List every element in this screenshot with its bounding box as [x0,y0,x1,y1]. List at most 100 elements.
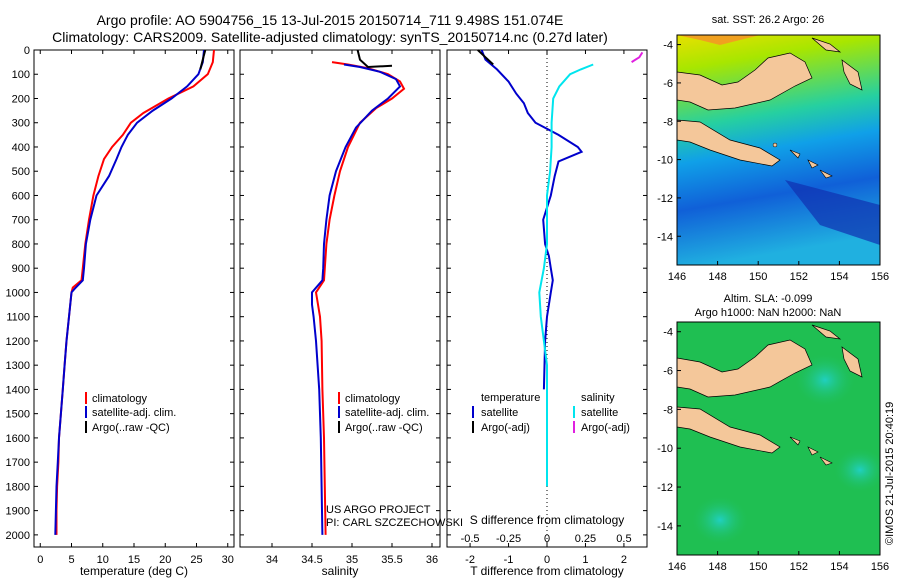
sst-map-frame [676,34,881,266]
ytick-label: 100 [12,69,30,81]
xtick-label: 2 [621,554,627,566]
xtick-label: 15 [128,554,140,566]
island-north [811,37,842,53]
series-line-satellite-adj-clim- [311,63,402,535]
pi-annotation: PI: CARL SZCZECHOWSKI [326,517,463,529]
temperature-axes-frame [33,49,235,548]
ytick-label: 300 [12,118,30,130]
ytick-label: 500 [12,166,30,178]
map-ytick-label: -6 [663,78,673,90]
xtick-label: 5 [68,554,74,566]
map-xtick-label: 156 [871,271,889,283]
small-islands [789,149,833,179]
map-ytick-label: -8 [663,404,673,416]
salinity-xlabel: salinity [322,564,359,578]
ytick-label: 2000 [6,530,30,542]
map-xtick-label: 146 [668,271,686,283]
series-line-satellite-adj-clim- [54,49,205,535]
series-line-temperature-argo-adj- [477,49,494,66]
ytick-label: 1600 [6,433,30,445]
map-ytick-label: -10 [657,443,673,455]
xtick-label: 35.5 [381,554,402,566]
salinity-legend: climatology satellite-adj. clim. Argo(..… [338,392,429,434]
xtick-label: 34.5 [301,554,322,566]
sla-anomaly-blob [834,448,880,492]
stick-label: 0.25 [575,533,596,545]
temperature-xlabel: temperature (deg C) [80,564,188,578]
map-ytick-label: -14 [657,521,673,533]
legend-label-climatology: climatology [345,393,401,405]
series-line-salinity-argo-adj- [631,51,644,63]
project-annotation: US ARGO PROJECT [326,504,431,516]
xtick-label: 30 [222,554,234,566]
stick-label: 0.5 [616,533,631,545]
new-guinea-landmass [677,52,813,111]
xtick-label: 0 [544,554,550,566]
salinity-panel: 34 34.5 35 35.5 36 salinity climatology sate… [239,49,463,578]
ytick-label: 900 [12,263,30,275]
figure-title-line2: Climatology: CARS2009. Satellite-adjuste… [52,29,608,45]
sla-anomaly-blob [795,354,855,406]
ytick-label: 1800 [6,481,30,493]
xtick-label: 0 [37,554,43,566]
sla-map-overlays [677,324,880,544]
legend-label-t-satellite: satellite [481,407,518,419]
ytick-label: 600 [12,190,30,202]
series-line-argo-raw-qc- [356,49,393,69]
map-ytick-label: -12 [657,482,673,494]
map-xtick-label: 152 [790,271,808,283]
difference-lines [477,49,644,487]
papuan-peninsula [677,119,781,167]
difference-xlabel: T difference from climatology [470,564,624,578]
new-guinea-landmass [677,339,813,398]
map-ytick-label: -10 [657,155,673,167]
xtick-label: -1 [504,554,514,566]
xtick-label: -2 [465,554,475,566]
map-xtick-label: 146 [668,561,686,573]
ytick-label: 1100 [6,312,30,324]
ytick-label: 400 [12,142,30,154]
legend-label-s-satellite: satellite [581,407,618,419]
ytick-label: 1400 [6,384,30,396]
sst-map-ticks: 146 148 150 152 154 156 -4 -6 -8 -10 -12 -14 [657,40,889,283]
xtick-label: 10 [97,554,109,566]
sla-anomaly-blob [692,496,748,544]
ytick-label: 1900 [6,506,30,518]
ytick-label: 1000 [6,287,30,299]
xtick-label: 20 [159,554,171,566]
ytick-label: 1700 [6,457,30,469]
island-east [841,346,863,378]
ytick-label: 1300 [6,360,30,372]
map-xtick-label: 152 [790,561,808,573]
papuan-peninsula [677,406,781,454]
series-line-climatology [55,49,215,535]
legend-label-argo: Argo(..raw -QC) [92,422,170,434]
cool-water-patch [785,180,880,245]
sla-map: Altim. SLA: -0.099 Argo h1000: NaN h2000… [657,293,889,573]
series-line-salinity-satellite [538,63,594,487]
map-ytick-label: -12 [657,193,673,205]
temperature-panel: 0100200300400500600700800900100011001200… [6,45,235,578]
legend-title-salinity: salinity [581,392,615,404]
ytick-label: 200 [12,93,30,105]
salinity-ticks: 34 34.5 35 35.5 36 [240,49,440,566]
difference-legend: temperature satellite Argo(-adj) salinit… [472,392,630,434]
map-xtick-label: 156 [871,561,889,573]
map-ytick-label: -4 [663,40,673,52]
island-east [841,59,863,91]
map-xtick-label: 154 [830,561,848,573]
temperature-ticks: 0100200300400500600700800900100011001200… [6,45,234,566]
map-xtick-label: 148 [708,271,726,283]
sst-map: sat. SST: 26.2 Argo: 26 146 148 150 15 [657,14,889,283]
xtick-label: 34 [266,554,278,566]
argo-float-marker [772,142,778,148]
legend-label-s-argo: Argo(-adj) [581,422,630,434]
imos-stamp: ©IMOS 21-Jul-2015 20:40:19 [884,402,896,545]
small-islands [789,436,833,466]
legend-label-satellite: satellite-adj. clim. [92,407,176,419]
sst-map-title: sat. SST: 26.2 Argo: 26 [712,14,825,26]
legend-title-temperature: temperature [481,392,540,404]
map-ytick-label: -6 [663,366,673,378]
